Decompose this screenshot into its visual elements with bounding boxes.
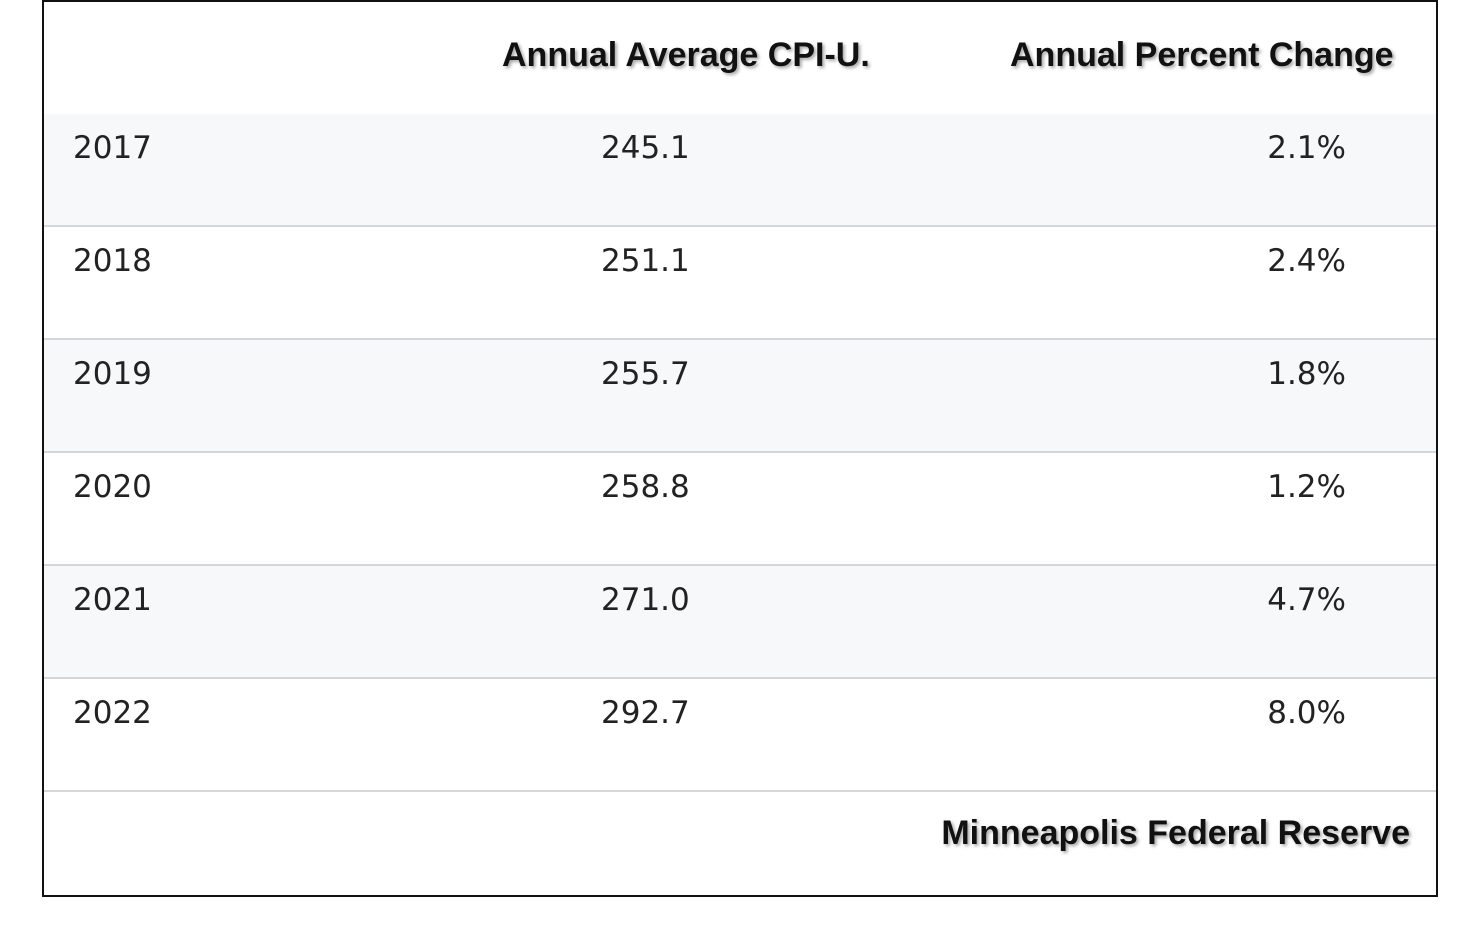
year-cell: 2020 <box>73 469 152 505</box>
year-cell: 2022 <box>73 695 152 731</box>
year-cell: 2018 <box>73 243 152 279</box>
table-row: 2021 271.0 4.7% <box>44 566 1436 679</box>
year-cell: 2019 <box>73 356 152 392</box>
table-row: 2019 255.7 1.8% <box>44 340 1436 453</box>
year-cell: 2021 <box>73 582 152 618</box>
cpi-cell: 292.7 <box>601 695 690 731</box>
column-header-percent-change: Annual Percent Change <box>1010 36 1394 74</box>
cpi-cell: 258.8 <box>601 469 690 505</box>
cpi-cell: 251.1 <box>601 243 690 279</box>
table-frame: Annual Average CPI-U. Annual Percent Cha… <box>42 0 1438 897</box>
percent-change-cell: 8.0% <box>1267 695 1346 731</box>
table-row: 2022 292.7 8.0% <box>44 679 1436 792</box>
percent-change-cell: 1.2% <box>1267 469 1346 505</box>
table-row: 2018 251.1 2.4% <box>44 227 1436 340</box>
percent-change-cell: 2.4% <box>1267 243 1346 279</box>
table-row: 2017 245.1 2.1% <box>44 114 1436 227</box>
table-body: 2017 245.1 2.1% 2018 251.1 2.4% 2019 255… <box>44 114 1436 792</box>
percent-change-cell: 4.7% <box>1267 582 1346 618</box>
source-credit: Minneapolis Federal Reserve <box>941 814 1410 852</box>
table-row: 2020 258.8 1.2% <box>44 453 1436 566</box>
percent-change-cell: 1.8% <box>1267 356 1346 392</box>
cpi-cell: 245.1 <box>601 130 690 166</box>
percent-change-cell: 2.1% <box>1267 130 1346 166</box>
year-cell: 2017 <box>73 130 152 166</box>
cpi-cell: 271.0 <box>601 582 690 618</box>
cpi-cell: 255.7 <box>601 356 690 392</box>
column-header-cpi: Annual Average CPI-U. <box>502 36 870 74</box>
table-header: Annual Average CPI-U. Annual Percent Cha… <box>44 2 1436 114</box>
